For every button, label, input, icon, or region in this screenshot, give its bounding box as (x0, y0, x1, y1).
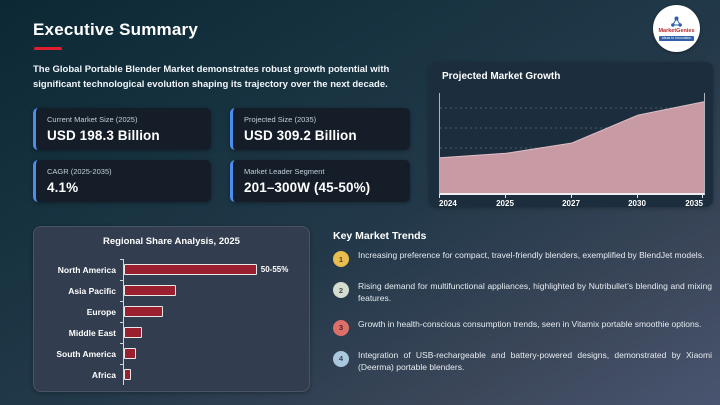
bar (124, 348, 137, 359)
bar-track (120, 321, 301, 343)
regional-chart-title: Regional Share Analysis, 2025 (103, 236, 240, 247)
bar-label: Middle East (68, 327, 116, 338)
bar-label: Europe (86, 306, 116, 317)
area-chart (439, 93, 705, 195)
trend-item-1: 1 Increasing preference for compact, tra… (333, 250, 712, 267)
bar-label: North America (57, 264, 116, 275)
x-tick-label: 2030 (628, 199, 646, 208)
bar-row-africa: Africa (46, 363, 301, 385)
stat-card-label: Current Market Size (2025) (47, 115, 138, 124)
bar (124, 369, 132, 380)
bar (124, 306, 163, 317)
x-tick-label: 2024 (439, 199, 457, 208)
bar-label: South America (56, 348, 116, 359)
bar-track (120, 363, 301, 385)
bar-row-middle-east: Middle East (46, 321, 301, 343)
stat-card-current-size: Current Market Size (2025) USD 198.3 Bil… (33, 108, 211, 150)
bar-row-south-america: South America (46, 342, 301, 364)
trend-text: Integration of USB-rechargeable and batt… (358, 349, 712, 372)
stat-card-label: CAGR (2025-2035) (47, 167, 112, 176)
stat-card-value: 4.1% (47, 180, 79, 195)
stat-card-value: 201–300W (45-50%) (244, 180, 371, 195)
bar (124, 264, 257, 275)
x-tick-label: 2025 (496, 199, 514, 208)
trend-number-badge: 3 (333, 319, 349, 336)
trend-item-3: 3 Growth in health-conscious consumption… (333, 319, 712, 336)
stat-card-label: Market Leader Segment (244, 167, 325, 176)
x-tick-label: 2027 (562, 199, 580, 208)
bar-track: 50-55% (120, 258, 301, 280)
trend-number-badge: 2 (333, 282, 349, 298)
growth-chart-title: Projected Market Growth (442, 71, 561, 82)
stat-cards-grid: Current Market Size (2025) USD 198.3 Bil… (33, 108, 410, 202)
molecule-icon (670, 16, 683, 29)
bar-chart: North America 50-55% Asia Pacific Europe… (46, 258, 301, 385)
x-axis-ticks (439, 195, 703, 198)
bar-annotation: 50-55% (260, 265, 289, 274)
bar (124, 285, 176, 296)
bar-label: Africa (91, 369, 116, 380)
stat-card-leader-segment: Market Leader Segment 201–300W (45-50%) (230, 160, 410, 202)
trend-number-badge: 4 (333, 350, 349, 367)
bar-row-north-america: North America 50-55% (46, 258, 301, 280)
stat-card-value: USD 198.3 Billion (47, 128, 160, 143)
stat-card-cagr: CAGR (2025-2035) 4.1% (33, 160, 211, 202)
trends-title: Key Market Trends (333, 230, 427, 242)
logo-tagline-text: Ideas to Innovation (658, 35, 695, 41)
page-title: Executive Summary (33, 20, 198, 39)
regional-chart-panel: Regional Share Analysis, 2025 North Amer… (33, 226, 310, 392)
company-logo: MarketGenies Ideas to Innovation (653, 5, 700, 52)
trend-number-badge: 1 (333, 251, 349, 267)
bar (124, 327, 142, 338)
growth-chart-panel: Projected Market Growth 2024 2025 2027 2… (429, 62, 713, 209)
trend-text: Growth in health-conscious consumption t… (358, 318, 702, 329)
bar-track (120, 342, 301, 364)
trend-text: Rising demand for multifunctional applia… (358, 281, 712, 303)
bar-label: Asia Pacific (68, 285, 116, 296)
trend-item-4: 4 Integration of USB-rechargeable and ba… (333, 350, 712, 374)
intro-paragraph: The Global Portable Blender Market demon… (33, 64, 390, 90)
title-underline (34, 47, 62, 50)
trend-item-2: 2 Rising demand for multifunctional appl… (333, 281, 712, 305)
bar-track (120, 300, 301, 322)
bar-track (120, 279, 301, 301)
logo-brand-text: MarketGenies (658, 28, 695, 34)
stat-card-label: Projected Size (2035) (244, 115, 317, 124)
x-axis-labels: 2024 2025 2027 2030 2035 (439, 199, 703, 209)
stat-card-projected-size: Projected Size (2035) USD 309.2 Billion (230, 108, 410, 150)
bar-row-europe: Europe (46, 300, 301, 322)
trend-text: Increasing preference for compact, trave… (358, 250, 705, 260)
x-tick-label: 2035 (685, 199, 703, 208)
trends-list: 1 Increasing preference for compact, tra… (333, 250, 712, 388)
stat-card-value: USD 309.2 Billion (244, 128, 357, 143)
bar-row-asia-pacific: Asia Pacific (46, 279, 301, 301)
